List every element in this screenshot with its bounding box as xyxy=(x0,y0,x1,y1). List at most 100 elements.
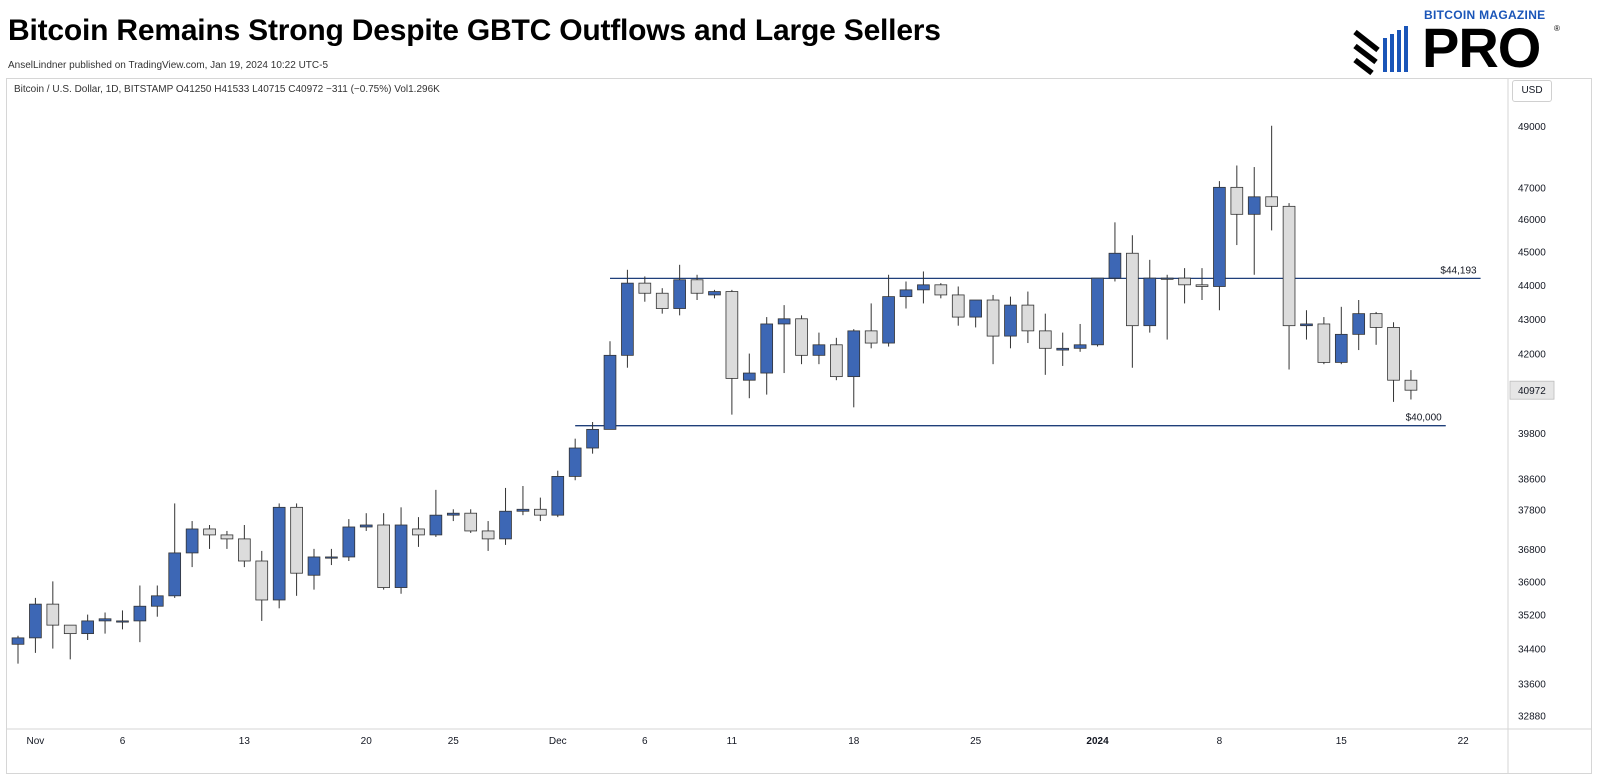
candle[interactable] xyxy=(1404,370,1418,400)
candle[interactable] xyxy=(760,317,774,395)
candle[interactable] xyxy=(742,353,756,399)
candle[interactable] xyxy=(290,503,303,596)
candle[interactable] xyxy=(1021,291,1035,344)
candle[interactable] xyxy=(516,486,530,516)
candle[interactable] xyxy=(1091,277,1104,347)
x-tick-label: 13 xyxy=(239,736,251,747)
candle[interactable] xyxy=(882,274,895,347)
candle[interactable] xyxy=(725,289,739,415)
candle[interactable] xyxy=(272,503,286,609)
x-tick-label: Dec xyxy=(549,736,567,747)
candle[interactable] xyxy=(1143,259,1157,333)
candle[interactable] xyxy=(1038,313,1052,375)
candle[interactable] xyxy=(986,294,1000,365)
candle[interactable] xyxy=(377,513,390,590)
y-tick-label: 39800 xyxy=(1518,429,1546,440)
candle[interactable] xyxy=(1265,125,1278,231)
candle[interactable] xyxy=(1352,300,1366,351)
candle[interactable] xyxy=(534,497,547,522)
candle[interactable] xyxy=(1247,167,1261,275)
logo-bars-icon xyxy=(1353,26,1408,76)
candle[interactable] xyxy=(603,341,617,430)
y-tick-label: 33600 xyxy=(1518,679,1546,690)
candle[interactable] xyxy=(342,519,356,562)
candle[interactable] xyxy=(777,305,791,374)
candle[interactable] xyxy=(29,597,42,653)
candle[interactable] xyxy=(133,585,147,643)
currency-button[interactable]: USD xyxy=(1512,80,1552,102)
candle-body-up xyxy=(777,318,791,325)
candle[interactable] xyxy=(568,438,582,481)
candle[interactable] xyxy=(1056,332,1070,366)
candle[interactable] xyxy=(795,315,808,365)
candle[interactable] xyxy=(81,614,94,641)
candle[interactable] xyxy=(238,525,251,568)
candle[interactable] xyxy=(1230,165,1244,246)
candle[interactable] xyxy=(446,509,460,522)
candle[interactable] xyxy=(98,612,112,634)
candle[interactable] xyxy=(812,332,826,365)
candle[interactable] xyxy=(46,581,60,649)
candle[interactable] xyxy=(429,489,443,537)
candle[interactable] xyxy=(307,548,321,590)
candle[interactable] xyxy=(899,281,913,309)
candle[interactable] xyxy=(1334,306,1348,365)
candle[interactable] xyxy=(655,288,669,314)
candle[interactable] xyxy=(1108,222,1122,282)
candle[interactable] xyxy=(551,470,565,518)
candle-body-up xyxy=(673,279,686,309)
y-tick-label: 47000 xyxy=(1518,183,1546,194)
candle[interactable] xyxy=(203,525,216,549)
candle[interactable] xyxy=(1178,268,1191,304)
candle[interactable] xyxy=(185,521,199,568)
candle[interactable] xyxy=(1004,296,1017,349)
candle[interactable] xyxy=(586,421,599,454)
candle[interactable] xyxy=(1126,235,1139,368)
candle-body-up xyxy=(133,605,147,622)
candle-body-up xyxy=(551,476,565,516)
candle[interactable] xyxy=(830,337,843,381)
candle[interactable] xyxy=(220,530,234,549)
y-tick-label: 37800 xyxy=(1518,505,1546,516)
candle[interactable] xyxy=(1160,274,1174,340)
candle[interactable] xyxy=(1282,203,1296,370)
candle[interactable] xyxy=(116,610,129,630)
candle-body-up xyxy=(917,284,930,291)
candle[interactable] xyxy=(499,487,512,545)
candle[interactable] xyxy=(864,303,878,349)
candle[interactable] xyxy=(673,264,686,316)
candle[interactable] xyxy=(638,276,652,302)
candle[interactable] xyxy=(325,548,338,566)
candle[interactable] xyxy=(11,635,25,664)
candle[interactable] xyxy=(1317,317,1331,365)
candle[interactable] xyxy=(951,286,965,326)
candle[interactable] xyxy=(394,507,408,594)
candle[interactable] xyxy=(63,624,77,660)
candle[interactable] xyxy=(255,550,269,621)
candle[interactable] xyxy=(359,513,373,531)
y-tick-label: 42000 xyxy=(1518,350,1546,361)
candle[interactable] xyxy=(847,329,861,408)
candle[interactable] xyxy=(1213,181,1226,311)
candle[interactable] xyxy=(969,299,982,328)
candle[interactable] xyxy=(690,274,704,301)
candle[interactable] xyxy=(464,509,478,533)
candle[interactable] xyxy=(1300,310,1313,340)
candle[interactable] xyxy=(708,289,721,299)
candle[interactable] xyxy=(1387,322,1400,402)
candle[interactable] xyxy=(1073,323,1087,352)
candle[interactable] xyxy=(917,271,930,304)
candle[interactable] xyxy=(412,517,425,547)
candle[interactable] xyxy=(481,521,495,551)
candle[interactable] xyxy=(1195,268,1209,301)
candle[interactable] xyxy=(150,585,164,617)
candle[interactable] xyxy=(1369,311,1383,345)
candle[interactable] xyxy=(934,283,948,299)
candle[interactable] xyxy=(168,503,182,598)
x-tick-label: 11 xyxy=(727,736,738,747)
price-axis: 32880 33600 34400 35200 36000 36800 37800 38600… xyxy=(1509,122,1555,722)
candle-body-up xyxy=(499,510,512,540)
candle-body-up xyxy=(899,289,913,298)
candle[interactable] xyxy=(621,269,634,368)
